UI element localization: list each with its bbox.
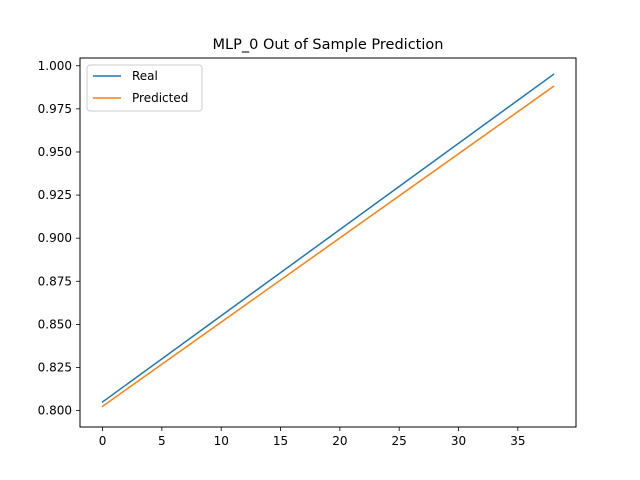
y-tick-label: 0.925	[38, 188, 72, 202]
y-tick-label: 0.950	[38, 145, 72, 159]
x-tick-label: 20	[332, 434, 347, 448]
y-tick-label: 1.000	[38, 59, 72, 73]
x-tick-label: 25	[392, 434, 407, 448]
x-tick-label: 0	[99, 434, 107, 448]
x-tick-label: 15	[273, 434, 288, 448]
y-tick-label: 0.800	[38, 404, 72, 418]
y-tick-label: 0.900	[38, 231, 72, 245]
y-tick-label: 0.850	[38, 317, 72, 331]
x-tick-label: 5	[158, 434, 166, 448]
y-axis: 0.800 0.825 0.850 0.875 0.900 0.925 0.950 0.975…	[38, 59, 80, 418]
y-tick-label: 0.875	[38, 274, 72, 288]
plot-frame	[79, 57, 577, 428]
y-tick-label: 0.975	[38, 102, 72, 116]
legend-label-predicted: Predicted	[132, 91, 188, 105]
series-line-real	[101, 73, 555, 404]
x-tick-label: 35	[510, 434, 525, 448]
series-line-predicted	[101, 85, 555, 408]
x-axis: 0 5 10 15 20 25 30 35	[99, 427, 525, 448]
x-tick-label: 10	[214, 434, 229, 448]
y-tick-label: 0.825	[38, 361, 72, 375]
series-layer	[101, 73, 555, 408]
chart-title: MLP_0 Out of Sample Prediction	[213, 37, 444, 53]
legend-label-real: Real	[132, 69, 158, 83]
legend: Real Predicted	[86, 64, 203, 112]
x-tick-label: 30	[451, 434, 466, 448]
